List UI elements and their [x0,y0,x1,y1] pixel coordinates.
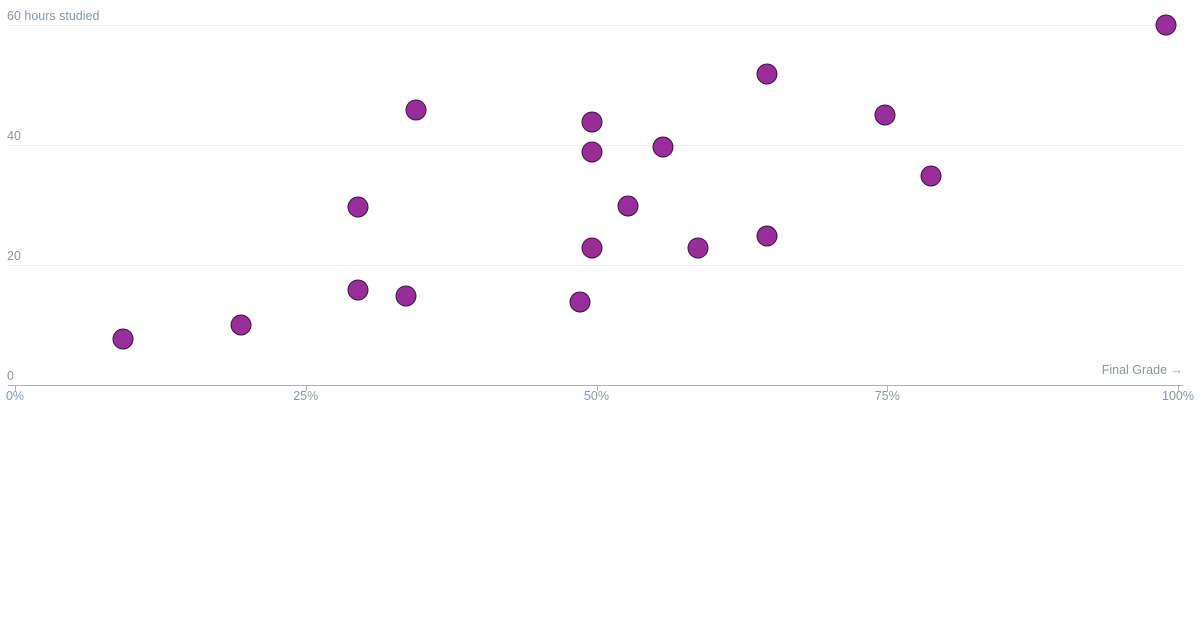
data-point[interactable] [347,279,369,301]
y-tick-label-20: 20 [7,249,21,263]
x-tick-label-75: 75% [874,388,900,403]
data-point[interactable] [395,285,417,307]
data-point[interactable] [581,111,603,133]
data-point[interactable] [1155,14,1177,36]
data-point[interactable] [920,165,942,187]
x-axis-label: Final Grade → [1101,363,1183,377]
x-tick-label-100: 100% [1162,388,1194,403]
y-tick-label-40: 40 [7,129,21,143]
data-point[interactable] [112,328,134,350]
x-tick-label-50: 50% [583,388,610,403]
data-point[interactable] [581,141,603,163]
data-point[interactable] [687,237,709,259]
data-point[interactable] [617,195,639,217]
data-point[interactable] [652,136,674,158]
y-gridline-60 [8,25,1183,26]
data-point[interactable] [874,104,896,126]
x-axis-line [8,384,1183,386]
y-tick-label-60: 60 hours studied [7,9,100,23]
data-point[interactable] [230,314,252,336]
data-point[interactable] [581,237,603,259]
y-tick-label-0: 0 [7,369,14,383]
data-point[interactable] [405,99,427,121]
x-tick-0 [15,385,16,391]
x-tick-75 [887,385,889,391]
x-tick-100 [1178,385,1179,391]
data-point[interactable] [756,225,778,247]
y-gridline-20 [8,265,1183,266]
data-point[interactable] [347,196,369,218]
data-point[interactable] [569,291,591,313]
x-tick-label-25: 25% [293,388,319,403]
x-tick-label-0: 0% [5,388,25,403]
x-tick-25 [305,385,307,391]
data-point[interactable] [756,63,778,85]
x-tick-50 [596,385,598,391]
